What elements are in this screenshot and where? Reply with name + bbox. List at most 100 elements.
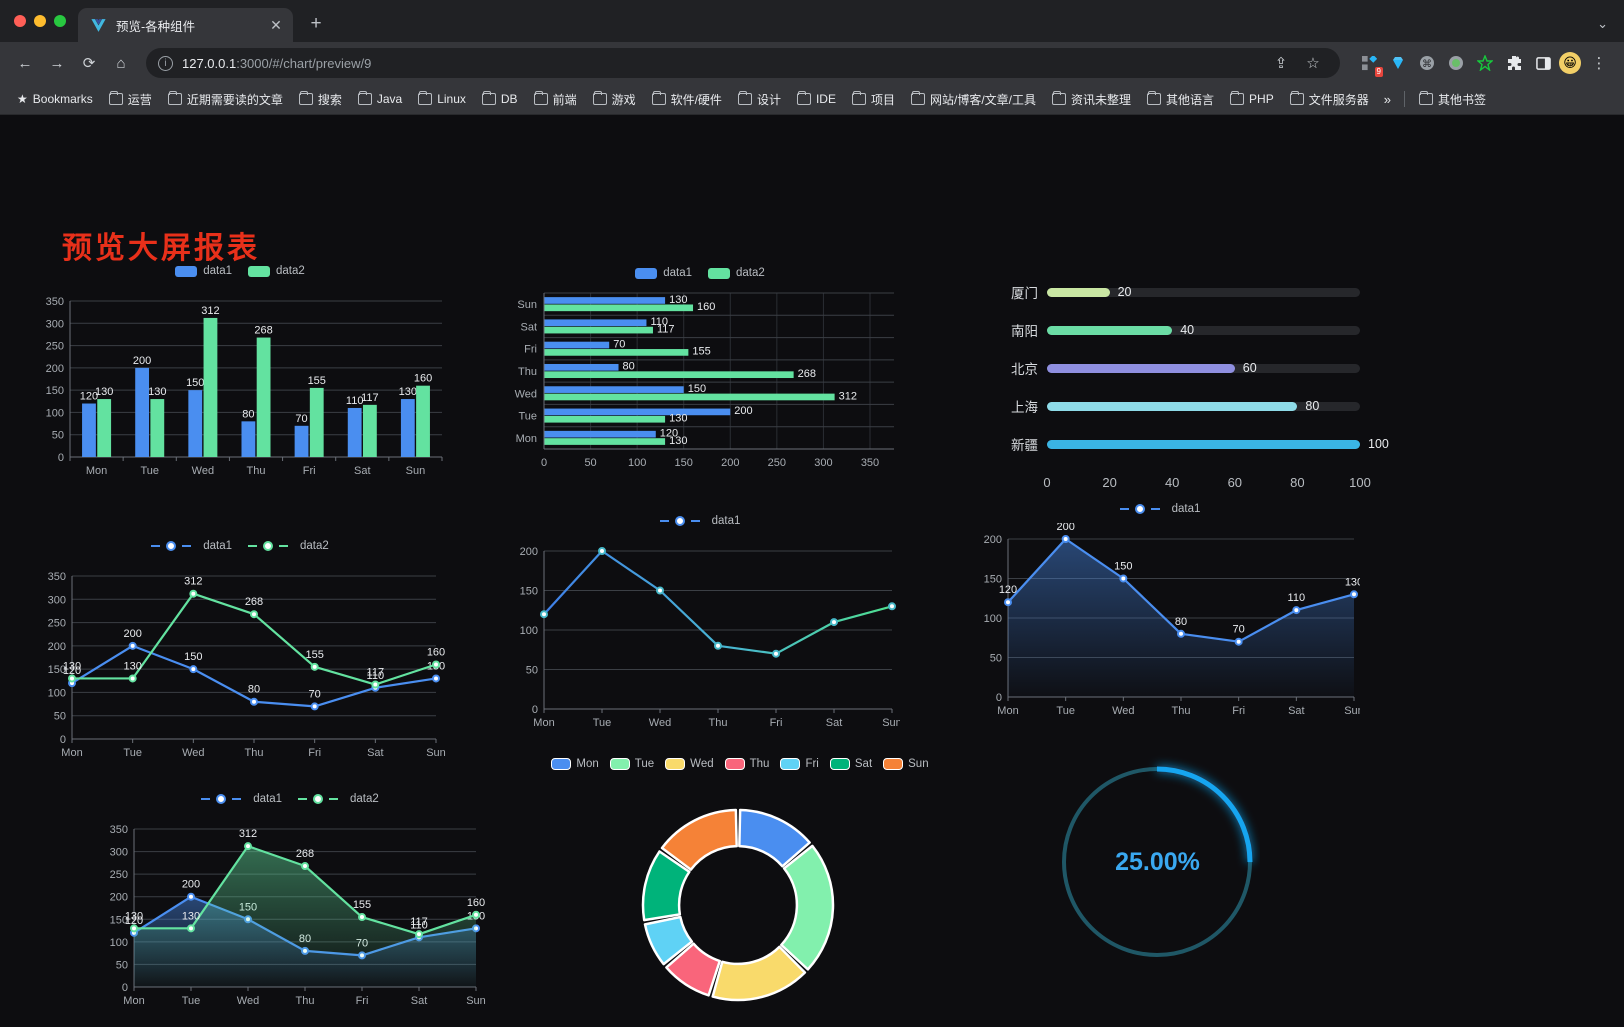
folder-icon (1289, 90, 1304, 105)
bookmark-folder[interactable]: 前端 (527, 88, 584, 111)
star-outline-extension-icon[interactable] (1472, 50, 1498, 76)
legend-item-data1[interactable]: data1 (201, 793, 282, 805)
circle-extension-icon[interactable] (1443, 50, 1469, 76)
progress-track[interactable]: 20 (1047, 285, 1360, 299)
bookmark-label: 其他书签 (1437, 92, 1486, 107)
bookmark-label: 设计 (756, 92, 781, 107)
legend-item-data1[interactable]: data1 (659, 515, 740, 527)
bookmark-folder[interactable]: 网站/博客/文章/工具 (904, 88, 1043, 111)
svg-text:0: 0 (532, 704, 538, 716)
progress-track[interactable]: 80 (1047, 399, 1360, 413)
folder-icon (481, 90, 496, 105)
side-panel-icon[interactable] (1530, 50, 1556, 76)
new-tab-button[interactable]: + (310, 13, 322, 34)
legend-item-data2[interactable]: data2 (298, 793, 379, 805)
svg-text:Sat: Sat (826, 717, 843, 729)
bookmark-folder[interactable]: Linux (411, 89, 473, 109)
legend-label: Sun (908, 758, 929, 770)
bookmark-folder[interactable]: 近期需要读的文章 (161, 88, 290, 111)
bookmark-folder[interactable]: 资讯未整理 (1045, 88, 1138, 111)
legend-item-tue[interactable]: Tue (609, 758, 654, 770)
legend-marker-icon (313, 794, 323, 804)
minimize-window-button[interactable] (34, 15, 46, 27)
legend-item-sat[interactable]: Sat (829, 758, 873, 770)
svg-text:Mon: Mon (61, 747, 82, 759)
maximize-window-button[interactable] (54, 15, 66, 27)
legend-item-data2[interactable]: data2 (708, 267, 765, 279)
bookmark-folder[interactable]: Java (351, 89, 409, 109)
legend-item-data1[interactable]: data1 (175, 265, 232, 277)
forward-button[interactable]: → (49, 54, 65, 72)
site-info-icon[interactable]: i (158, 55, 173, 71)
bookmark-folder[interactable]: 游戏 (586, 88, 643, 111)
bookmark-folder[interactable]: 软件/硬件 (645, 88, 729, 111)
legend-swatch-icon (635, 267, 658, 279)
legend-label: data2 (350, 793, 379, 805)
legend-item-wed[interactable]: Wed (665, 758, 714, 770)
progress-track[interactable]: 60 (1047, 361, 1360, 375)
home-button[interactable]: ⌂ (116, 54, 126, 72)
legend-item-data2[interactable]: data2 (248, 540, 329, 552)
legend-item-data1[interactable]: data1 (635, 267, 692, 279)
svg-text:Wed: Wed (237, 995, 259, 1007)
chevron-down-icon[interactable]: ⌄ (1597, 16, 1608, 31)
svg-text:70: 70 (613, 338, 625, 350)
svg-text:150: 150 (520, 586, 538, 598)
bookmark-folder[interactable]: 文件服务器 (1283, 88, 1376, 111)
progress-track[interactable]: 100 (1047, 437, 1389, 451)
legend-marker-icon (263, 541, 273, 551)
avatar[interactable]: 😀 (1559, 52, 1581, 74)
legend-item-thu[interactable]: Thu (724, 758, 769, 770)
progress-track[interactable]: 40 (1047, 323, 1360, 337)
svg-text:Sat: Sat (1288, 705, 1305, 717)
command-extension-icon[interactable]: ⌘ (1414, 50, 1440, 76)
progress-row: 上海 80 (1000, 387, 1360, 425)
grid-extension-icon[interactable]: 9 (1356, 50, 1383, 77)
svg-text:Mon: Mon (533, 717, 554, 729)
bookmark-folder[interactable]: PHP (1223, 89, 1281, 109)
bookmark-folder[interactable]: IDE (790, 89, 843, 109)
folder-icon (1418, 90, 1433, 105)
browser-menu-button[interactable]: ⋮ (1591, 55, 1607, 72)
bookmark-star-icon[interactable]: ☆ (1306, 55, 1320, 72)
svg-text:250: 250 (46, 341, 64, 353)
bookmark-folder[interactable]: 运营 (102, 88, 159, 111)
legend-item-data2[interactable]: data2 (248, 265, 305, 277)
divider (1403, 91, 1405, 107)
legend-item-data1[interactable]: data1 (151, 540, 232, 552)
legend-item-mon[interactable]: Mon (551, 758, 599, 770)
progress-value: 80 (1305, 399, 1320, 413)
reload-button[interactable]: ⟳ (82, 55, 96, 72)
other-bookmarks-folder[interactable]: 其他书签 (1412, 88, 1493, 111)
legend-label: Sat (854, 758, 873, 770)
puzzle-extensions-icon[interactable] (1501, 50, 1527, 76)
folder-icon (108, 90, 123, 105)
chart-canvas: 0 50 100 150 200 250 300 350 Mon Tue Wed Thu Fri Sat S… (48, 571, 446, 759)
legend-item-sun[interactable]: Sun (883, 758, 929, 770)
svg-text:Thu: Thu (296, 995, 315, 1007)
svg-text:110: 110 (367, 670, 385, 682)
back-button[interactable]: ← (17, 54, 33, 72)
bookmark-folder[interactable]: 其他语言 (1140, 88, 1221, 111)
bookmark-folder[interactable]: 设计 (731, 88, 788, 111)
diamond-extension-icon[interactable] (1385, 50, 1411, 76)
svg-text:150: 150 (1114, 561, 1132, 573)
legend: data1 data2 (30, 265, 450, 277)
svg-text:130: 130 (63, 660, 81, 672)
legend-item-data1[interactable]: data1 (1119, 503, 1200, 515)
close-window-button[interactable] (14, 15, 26, 27)
browser-tab[interactable]: 预览-各种组件 ✕ (78, 8, 293, 42)
address-bar[interactable]: i 127.0.0.1:3000/#/chart/preview/9 ⇪ ☆ (146, 48, 1340, 78)
svg-text:130: 130 (669, 413, 687, 425)
bookmarks-overflow-button[interactable]: » (1383, 91, 1391, 107)
chart-donut[interactable] (628, 795, 848, 1015)
legend-item-fri[interactable]: Fri (780, 758, 819, 770)
bookmark-folder[interactable]: 搜索 (292, 88, 349, 111)
bookmark-folder[interactable]: DB (475, 89, 525, 109)
bookmarks-root[interactable]: ★ Bookmarks (10, 89, 100, 109)
bookmark-folder[interactable]: 项目 (845, 88, 902, 111)
close-tab-icon[interactable]: ✕ (270, 16, 282, 33)
svg-text:200: 200 (46, 363, 64, 375)
share-icon[interactable]: ⇪ (1274, 55, 1288, 72)
svg-text:312: 312 (184, 576, 202, 588)
